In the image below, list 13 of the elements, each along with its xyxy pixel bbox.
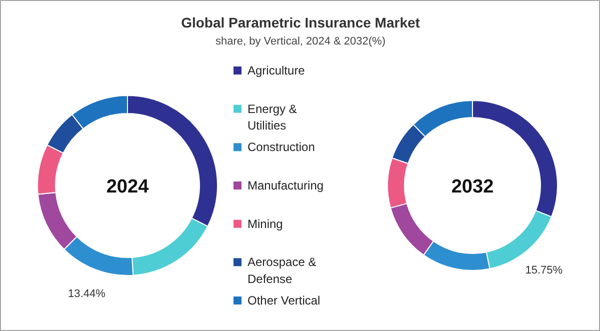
- legend-label: Other Vertical: [248, 294, 320, 308]
- legend-label: Mining: [248, 216, 283, 231]
- data-label: 15.75%: [525, 264, 563, 276]
- legend-label: Aerospace & Defense: [248, 255, 316, 286]
- slice-label: 2024: [106, 176, 150, 198]
- legend-label: Agriculture: [248, 64, 306, 78]
- slice-label: 2032: [451, 176, 494, 198]
- chart-subtitle: share, by Vertical, 2024 & 2032(%): [216, 36, 386, 48]
- legend-label: Construction: [248, 140, 315, 154]
- data-label: 13.44%: [68, 288, 106, 300]
- chart-title: Global Parametric Insurance Market: [181, 14, 420, 30]
- legend-label: Energy & Utilities: [248, 102, 297, 133]
- legend-label: Manufacturing: [248, 178, 324, 192]
